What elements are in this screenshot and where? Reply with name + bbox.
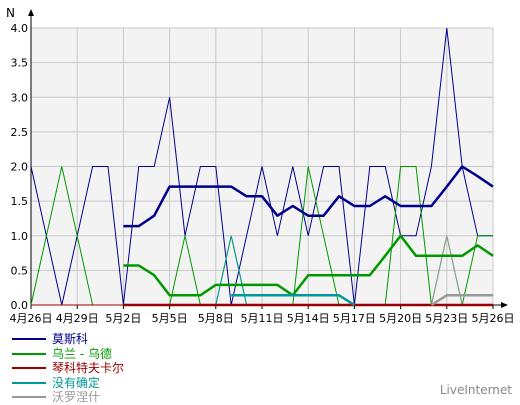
legend-label: 莫斯科 [52, 332, 89, 347]
y-axis-arrow [28, 9, 34, 16]
legend-swatch [12, 396, 46, 399]
legend-item-4: 沃罗涅什 [12, 390, 124, 405]
legend-item-2: 琴科特夫卡尔 [12, 361, 124, 376]
series-line-daily [30, 27, 493, 306]
legend-label: 没有确定 [52, 375, 101, 390]
legend-swatch [12, 381, 46, 384]
legend-swatch [12, 367, 46, 370]
x-tick-label: 5月5日 [152, 312, 188, 325]
y-tick-label: 3.0 [11, 91, 29, 104]
x-tick-label: 5月11日 [241, 312, 284, 325]
x-tick-label: 5月8日 [198, 312, 234, 325]
legend-swatch [12, 338, 46, 341]
legend: 莫斯科 乌兰 - 乌德 琴科特夫卡尔 没有确定 沃罗涅什 [12, 332, 124, 405]
y-tick-label: 0.0 [11, 299, 29, 312]
x-tick-label: 5月17日 [333, 312, 376, 325]
x-tick-label: 5月26日 [472, 312, 515, 325]
series-line-average [430, 294, 493, 307]
y-tick-label: 4.0 [11, 22, 29, 35]
legend-swatch [12, 352, 46, 355]
x-tick-label: 5月14日 [287, 312, 330, 325]
y-tick-label: 1.0 [11, 230, 29, 243]
y-tick-label: 2.0 [11, 161, 29, 174]
x-tick-label: 5月2日 [105, 312, 141, 325]
legend-item-3: 没有确定 [12, 376, 124, 391]
series-line-average [123, 234, 494, 297]
legend-label: 琴科特夫卡尔 [52, 361, 125, 376]
series-line-average [231, 294, 356, 307]
y-tick-label: 3.5 [11, 57, 29, 70]
x-axis-arrow [501, 302, 508, 308]
x-tick-label: 4月26日 [10, 312, 53, 325]
y-axis-label: N [6, 6, 15, 20]
y-tick-label: 0.5 [11, 264, 29, 277]
x-tick-label: 5月20日 [379, 312, 422, 325]
legend-label: 乌兰 - 乌德 [52, 346, 112, 361]
watermark: LiveInternet [439, 383, 512, 397]
y-tick-label: 1.5 [11, 195, 29, 208]
legend-item-0: 莫斯科 [12, 332, 124, 347]
x-tick-label: 5月23日 [425, 312, 468, 325]
legend-item-1: 乌兰 - 乌德 [12, 347, 124, 362]
y-tick-label: 2.5 [11, 126, 29, 139]
x-tick-label: 4月29日 [56, 312, 99, 325]
series-line-average [123, 165, 494, 228]
line-chart: 0.0 0.5 1.0 1.5 2.0 2.5 3.0 3.5 4.0 4月26日 4月29日 5月2… [6, 6, 515, 325]
legend-label: 沃罗涅什 [52, 390, 101, 405]
